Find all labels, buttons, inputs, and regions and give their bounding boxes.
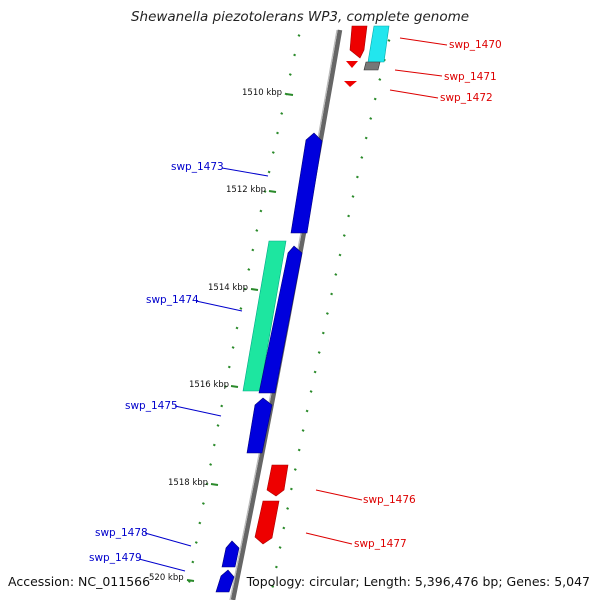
gene-swp_1477-feature[interactable] <box>254 500 280 545</box>
gene-swp_1476-feature[interactable] <box>266 464 289 497</box>
kbp-major-tick-1518 <box>210 483 219 486</box>
inner-minor-tick-18 <box>224 385 227 388</box>
gene-swp_1471-arrow[interactable] <box>346 61 358 68</box>
kbp-major-tick-1512 <box>268 190 277 193</box>
outer-minor-tick-2 <box>378 78 382 81</box>
inner-minor-tick-10 <box>255 229 259 232</box>
outer-minor-tick-20 <box>301 429 305 432</box>
kbp-label-1510: 1510 kbp <box>242 88 282 98</box>
outer-minor-tick-11 <box>338 253 342 257</box>
gene-swp_1470-feature[interactable] <box>349 25 368 59</box>
outer-minor-tick-9 <box>347 214 351 218</box>
inner-minor-tick-9 <box>259 209 263 213</box>
outer-minor-tick-16 <box>317 351 321 354</box>
outer-minor-tick-10 <box>342 234 346 237</box>
kbp-ring-inner <box>187 34 301 583</box>
outer-minor-tick-21 <box>297 448 301 452</box>
topology-text: Topology: circular; Length: 5,396,476 bp… <box>246 574 590 589</box>
outer-minor-tick-25 <box>282 526 286 530</box>
inner-minor-tick-23 <box>205 482 209 486</box>
outer-minor-tick-22 <box>293 468 297 471</box>
gene-swp_1479-feature[interactable] <box>215 569 235 593</box>
gene-swp_1478-feature[interactable] <box>221 540 240 568</box>
kbp-major-tick-1516 <box>230 385 239 388</box>
gene-label-swp_1474[interactable]: swp_1474 <box>146 294 199 306</box>
outer-minor-tick-27 <box>274 565 278 569</box>
gene-label-swp_1477[interactable]: swp_1477 <box>354 538 407 550</box>
gene-swp_1473-feature[interactable] <box>290 132 323 234</box>
kbp-major-tick-1514 <box>250 288 259 291</box>
outer-minor-tick-19 <box>305 409 309 413</box>
outer-minor-tick-26 <box>278 546 282 549</box>
inner-minor-tick-25 <box>198 521 202 525</box>
gene-label-swp_1479[interactable]: swp_1479 <box>89 552 142 564</box>
inner-minor-tick-1 <box>293 53 297 57</box>
inner-minor-tick-13 <box>243 287 247 291</box>
outer-minor-tick-15 <box>321 331 325 335</box>
outer-minor-tick-13 <box>330 292 334 296</box>
leader-lines <box>138 37 448 572</box>
gene-swp_1472-feature[interactable] <box>344 81 357 87</box>
inner-minor-tick-4 <box>280 112 284 115</box>
gene-swp_1470-pseudo-feature[interactable] <box>367 25 390 63</box>
gene-label-swp_1473[interactable]: swp_1473 <box>171 161 224 173</box>
kbp-label-1514: 1514 kbp <box>208 283 248 293</box>
inner-minor-tick-16 <box>231 346 235 349</box>
gene-label-swp_1476[interactable]: swp_1476 <box>363 494 416 506</box>
inner-minor-tick-26 <box>194 541 198 544</box>
gene-label-swp_1475[interactable]: swp_1475 <box>125 400 178 412</box>
kbp-label-1512: 1512 kbp <box>226 185 266 195</box>
gene-label-swp_1470[interactable]: swp_1470 <box>449 39 502 51</box>
outer-minor-tick-14 <box>325 312 329 315</box>
outer-minor-tick-5 <box>364 136 368 140</box>
inner-minor-tick-7 <box>267 170 271 174</box>
outer-minor-tick-7 <box>355 175 359 179</box>
inner-minor-tick-27 <box>191 560 195 564</box>
inner-minor-tick-11 <box>251 248 255 252</box>
gene-label-swp_1471[interactable]: swp_1471 <box>444 71 497 83</box>
kbp-major-tick-1510 <box>285 93 294 96</box>
outer-minor-tick-28 <box>271 585 275 588</box>
outer-minor-tick-17 <box>313 370 317 374</box>
inner-minor-tick-22 <box>209 463 213 466</box>
outer-minor-tick-8 <box>351 195 355 198</box>
inner-minor-tick-15 <box>235 326 239 330</box>
kbp-label-1516: 1516 kbp <box>189 380 229 390</box>
kbp-major-tick-1520 <box>186 579 195 582</box>
inner-minor-tick-12 <box>247 268 251 271</box>
outer-minor-tick-6 <box>360 156 364 159</box>
outer-minor-tick-23 <box>289 487 293 491</box>
inner-minor-tick-24 <box>201 502 205 505</box>
inner-minor-tick-8 <box>263 190 267 193</box>
outer-minor-tick-18 <box>309 390 313 393</box>
outer-minor-tick-12 <box>334 273 338 276</box>
page-title: Shewanella piezotolerans WP3, complete g… <box>130 9 470 25</box>
outer-minor-tick-3 <box>373 97 377 101</box>
inner-minor-tick-21 <box>212 443 216 447</box>
gene-swp_1475-feature[interactable] <box>246 397 273 454</box>
outer-minor-tick-4 <box>369 117 373 120</box>
gene-swp_1474-feature[interactable] <box>258 245 303 394</box>
accession-text: Accession: NC_011566 <box>8 574 151 589</box>
gene-swp_1471-feature[interactable] <box>363 61 381 71</box>
inner-minor-tick-0 <box>297 34 301 37</box>
kbp-label-1520: 520 kbp <box>149 573 184 583</box>
inner-minor-tick-5 <box>276 131 279 135</box>
inner-minor-tick-19 <box>220 404 224 408</box>
gene-label-swp_1478[interactable]: swp_1478 <box>95 527 148 539</box>
outer-minor-tick-0 <box>387 39 391 42</box>
gene-label-swp_1472[interactable]: swp_1472 <box>440 92 493 104</box>
inner-minor-tick-17 <box>227 365 231 369</box>
inner-minor-tick-20 <box>216 424 220 427</box>
kbp-label-1518: 1518 kbp <box>168 478 208 488</box>
inner-minor-tick-2 <box>288 73 292 76</box>
outer-minor-tick-24 <box>286 507 290 510</box>
inner-minor-tick-6 <box>271 151 275 154</box>
inner-minor-tick-14 <box>239 307 243 310</box>
